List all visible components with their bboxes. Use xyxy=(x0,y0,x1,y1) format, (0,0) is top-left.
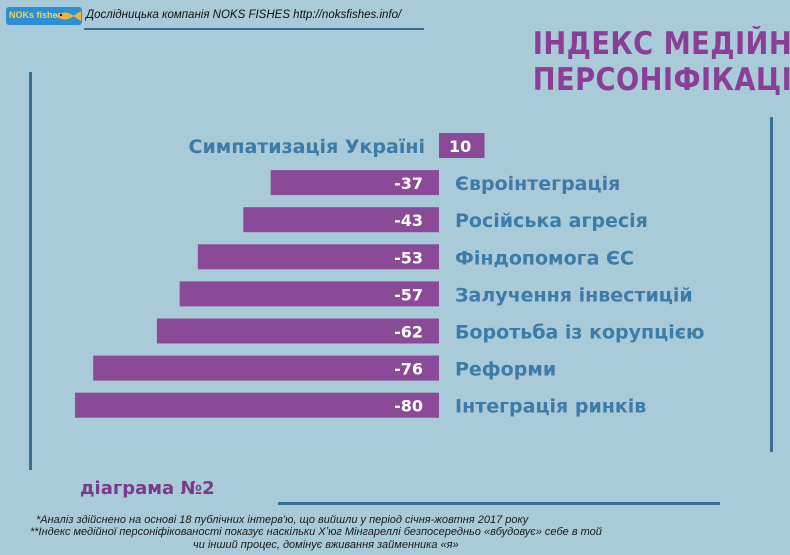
category-label-7: Реформи xyxy=(455,359,556,381)
bar-value-label-2: -37 xyxy=(394,174,423,193)
fish-icon xyxy=(56,11,81,21)
bar-2 xyxy=(270,170,439,196)
company-line: Дослідницька компанія NOKS FISHES http:/… xyxy=(86,9,402,21)
left-vertical-rule xyxy=(29,72,32,470)
category-label-5: Залучення інвестицій xyxy=(455,284,693,306)
bar-8 xyxy=(75,392,439,418)
category-label-4: Фіндопомога ЄС xyxy=(455,247,634,269)
bar-value-label-1: 10 xyxy=(449,137,471,156)
chart-title-line-1: ІНДЕКС МЕДІЙНОЇ xyxy=(532,26,790,62)
diagram-label: діаграма №2 xyxy=(80,478,215,499)
category-label-8: Інтеграція ринків xyxy=(455,396,646,418)
category-label-3: Російська агресія xyxy=(455,210,648,232)
logo-text: NOKs fishes xyxy=(9,10,63,20)
footnote-2-line-2: чи інший процес, домінує вживання займен… xyxy=(193,539,459,551)
header-underline xyxy=(84,28,424,30)
footnote-1: *Аналіз здійснено на основі 18 публічних… xyxy=(36,514,529,526)
company-logo: NOKs fishes xyxy=(6,7,82,25)
bar-value-label-5: -57 xyxy=(394,285,423,304)
bar-7 xyxy=(93,355,439,381)
category-label-6: Боротьба із корупцією xyxy=(455,322,704,344)
bar-value-label-4: -53 xyxy=(394,248,423,267)
bar-value-label-8: -80 xyxy=(394,397,423,416)
chart-title-line-2: ПЕРСОНІФІКАЦІЇ xyxy=(532,62,790,98)
right-vertical-rule xyxy=(770,117,773,452)
category-label-2: Євроінтеграція xyxy=(455,173,620,195)
bar-1 xyxy=(439,133,485,158)
bar-value-label-3: -43 xyxy=(394,211,423,230)
bar-6 xyxy=(156,318,439,344)
bar-3 xyxy=(243,207,439,233)
bar-value-label-7: -76 xyxy=(394,360,423,379)
bar-4 xyxy=(197,244,439,270)
bar-value-label-6: -62 xyxy=(394,323,423,342)
category-label-1: Симпатизація Україні xyxy=(189,136,425,158)
footnote-2-line-1: **Індекс медійної персоніфікованості пок… xyxy=(30,526,602,538)
bar-5 xyxy=(179,281,439,307)
bottom-rule xyxy=(278,502,720,505)
